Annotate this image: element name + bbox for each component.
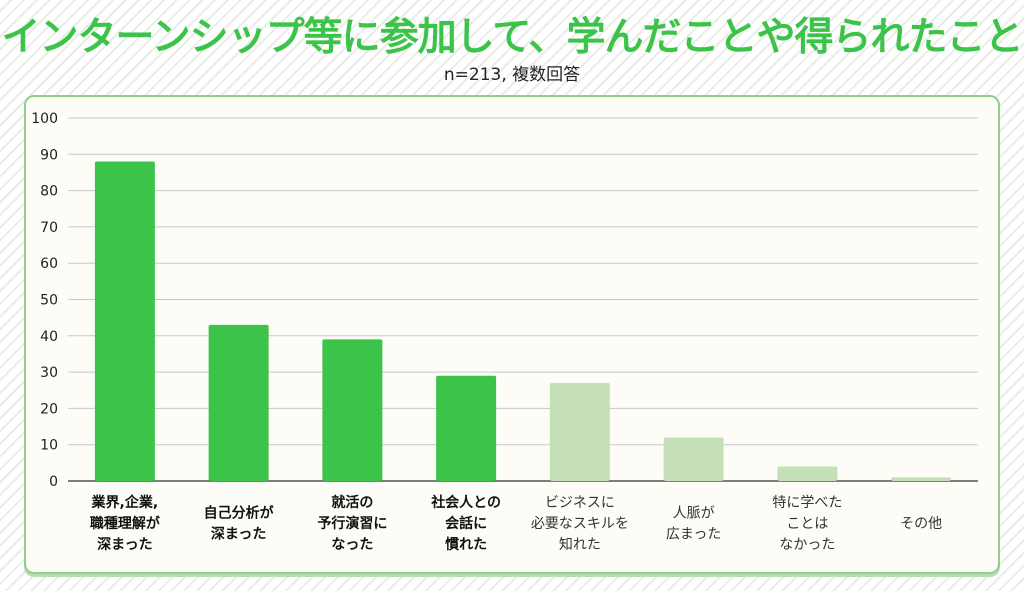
- x-axis-labels: 業界,企業,職種理解が深まった自己分析が深まった就活の予行演習になった社会人との…: [90, 494, 942, 553]
- x-label-line: 知れた: [559, 536, 601, 553]
- x-label-line: 会話に: [445, 515, 487, 532]
- bar: [208, 324, 269, 481]
- bar: [663, 437, 724, 481]
- x-axis-label: ビジネスに必要なスキルを知れた: [531, 495, 629, 553]
- y-tick-label: 90: [40, 147, 58, 163]
- x-label-line: 就活の: [331, 494, 373, 511]
- bar: [549, 382, 610, 481]
- x-label-line: 予行演習に: [317, 515, 387, 532]
- x-label-line: 自己分析が: [204, 505, 275, 522]
- x-axis-label: 特に学べたことはなかった: [772, 495, 842, 553]
- y-tick-label: 0: [49, 474, 58, 490]
- x-axis-label: その他: [900, 516, 942, 532]
- y-axis-ticks: 0 10 20 30 40 50 60 70 80 90 100: [31, 111, 58, 490]
- bar: [891, 477, 952, 481]
- y-tick-label: 20: [40, 401, 58, 417]
- x-label-line: その他: [900, 516, 942, 532]
- bar: [436, 375, 497, 481]
- x-label-line: 必要なスキルを: [531, 516, 629, 532]
- x-axis-label: 人脈が広まった: [666, 506, 721, 543]
- bar: [777, 466, 838, 481]
- x-axis-label: 業界,企業, 職種理解が深まった: [90, 494, 161, 553]
- x-label-line: 社会人との: [430, 494, 501, 511]
- bar: [322, 339, 383, 481]
- x-label-line: 慣れた: [444, 536, 487, 553]
- x-label-line: ことは: [786, 516, 828, 532]
- x-axis-label: 社会人との会話に慣れた: [430, 494, 501, 553]
- x-label-line: 広まった: [666, 527, 721, 543]
- y-tick-label: 80: [40, 184, 58, 200]
- y-tick-label: 10: [40, 438, 58, 454]
- x-label-line: 人脈が: [673, 506, 715, 522]
- page-title: インターンシップ等に参加して、学んだことや得られたこと: [1, 15, 1024, 60]
- chart-card: [24, 95, 1000, 574]
- y-tick-label: 40: [40, 329, 58, 345]
- x-label-line: 深まった: [211, 526, 266, 543]
- x-label-line: 特に学べた: [772, 495, 842, 511]
- x-axis-label: 自己分析が深まった: [204, 505, 275, 543]
- x-axis-label: 就活の予行演習になった: [317, 494, 387, 553]
- x-label-line: 職種理解が: [90, 515, 161, 532]
- y-tick-label: 50: [40, 293, 58, 309]
- y-tick-label: 70: [40, 220, 58, 236]
- x-label-line: 業界,企業,: [91, 494, 159, 511]
- x-label-line: ビジネスに: [545, 495, 615, 511]
- y-tick-label: 30: [40, 365, 58, 381]
- y-tick-label: 100: [31, 111, 58, 127]
- page-subtitle: n=213, 複数回答: [443, 65, 581, 85]
- grid-lines: [68, 117, 978, 482]
- x-label-line: 深まった: [97, 536, 152, 553]
- bar: [94, 161, 155, 481]
- x-label-line: なった: [331, 537, 373, 553]
- y-tick-label: 60: [40, 256, 58, 272]
- bars: [94, 161, 952, 481]
- x-label-line: なかった: [779, 537, 835, 553]
